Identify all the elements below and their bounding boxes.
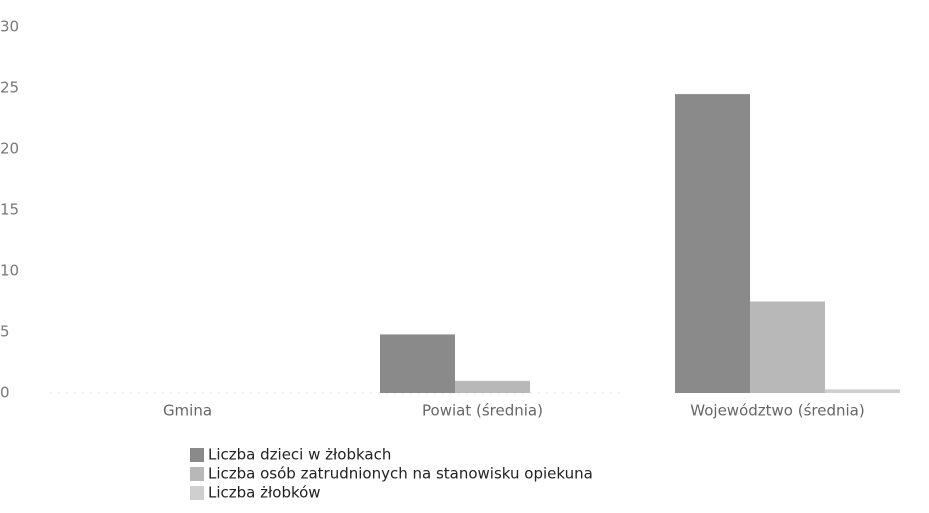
legend-label: Liczba dzieci w żłobkach xyxy=(208,446,391,464)
y-tick-label: 0 xyxy=(0,384,10,402)
x-tick-label: Województwo (średnia) xyxy=(690,402,864,420)
y-tick-label: 20 xyxy=(0,140,19,158)
y-tick-label: 5 xyxy=(0,323,10,341)
y-tick-label: 25 xyxy=(0,79,19,97)
legend-swatch xyxy=(190,486,204,500)
x-tick-label: Gmina xyxy=(163,402,212,420)
y-tick-label: 15 xyxy=(0,201,19,219)
legend-swatch xyxy=(190,448,204,462)
y-tick-label: 30 xyxy=(0,18,19,36)
bar xyxy=(675,94,750,393)
legend-label: Liczba żłobków xyxy=(208,484,321,502)
bar xyxy=(750,301,825,393)
x-tick-label: Powiat (średnia) xyxy=(422,402,543,420)
bar xyxy=(455,380,530,393)
legend-label: Liczba osób zatrudnionych na stanowisku … xyxy=(208,465,593,483)
legend-swatch xyxy=(190,467,204,481)
bar xyxy=(380,334,455,393)
y-tick-label: 10 xyxy=(0,262,19,280)
bar xyxy=(825,389,900,393)
